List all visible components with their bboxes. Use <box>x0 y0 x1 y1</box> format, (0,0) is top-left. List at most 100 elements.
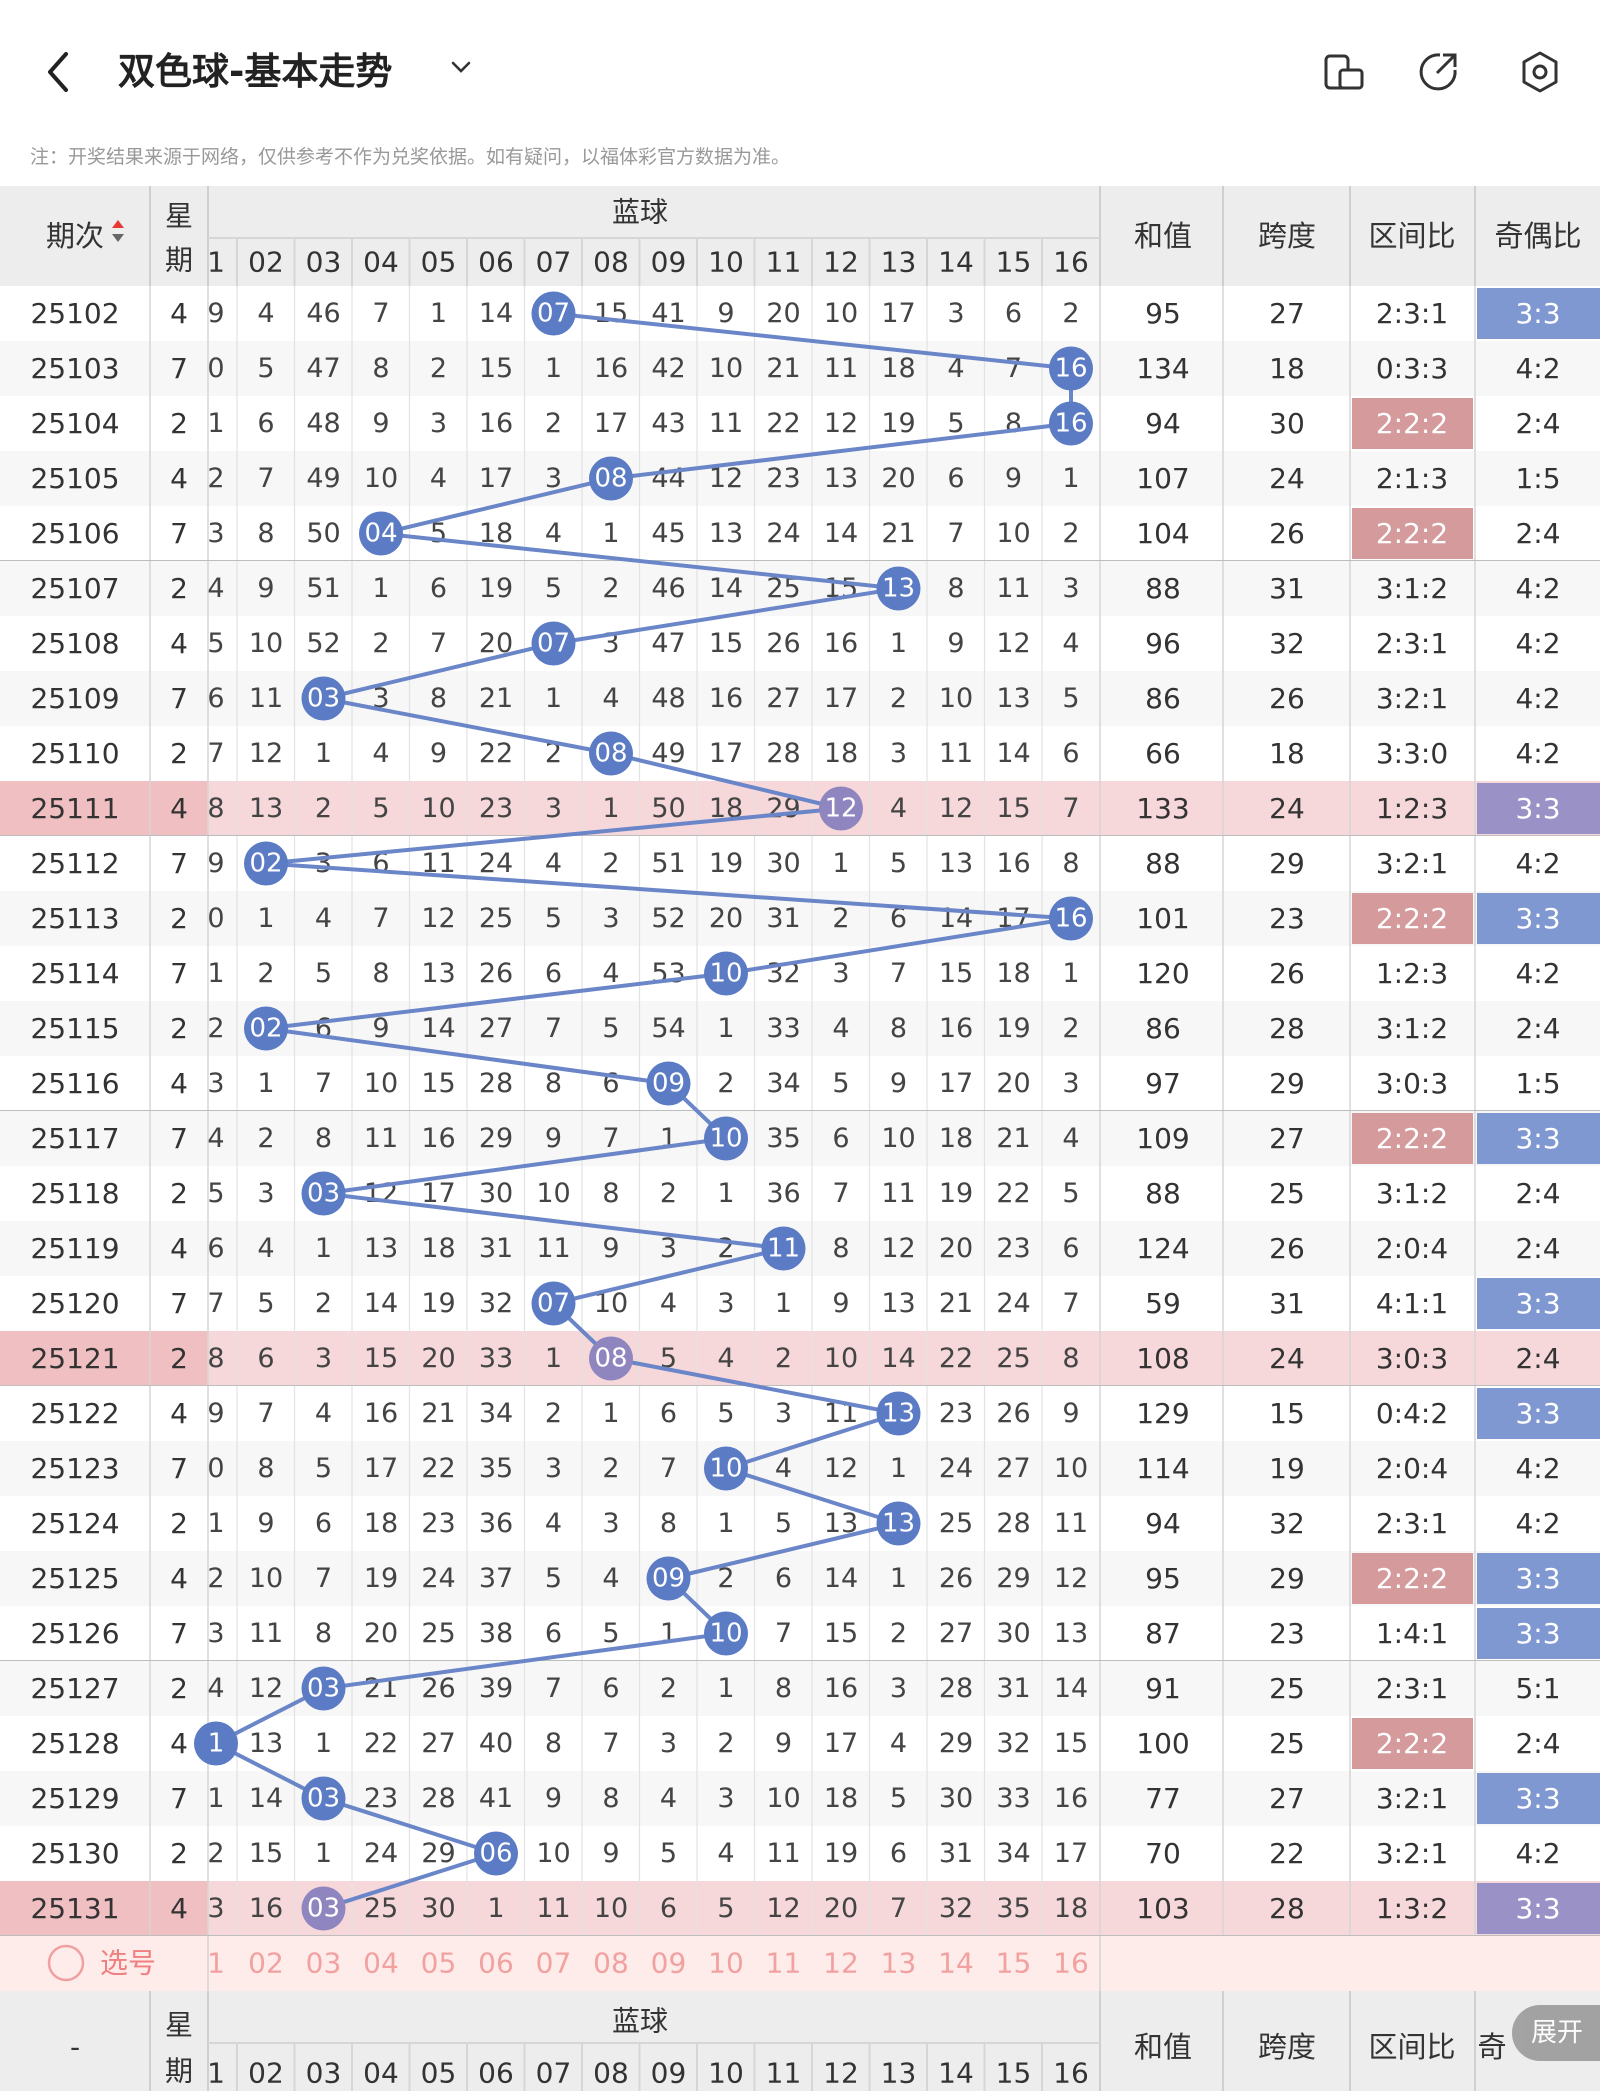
table-row[interactable]: 25130 2 2 15 1 24 29 10 9 5 4 11 19 6 31 34 17 70 22 3:2:1 4… <box>0 1826 1600 1881</box>
blue-miss-cell: 13 <box>249 1728 283 1759</box>
blue-miss-cell: 2 <box>1062 298 1079 329</box>
select-ball-07[interactable]: 07 <box>536 1947 572 1980</box>
table-row[interactable]: 25115 2 2 6 9 14 27 7 5 54 1 33 4 8 16 19 2 86 28 3:1:2 2:4 <box>0 1001 1600 1056</box>
table-row[interactable]: 25125 4 2 10 7 19 24 37 5 4 2 6 14 1 26 29 12 95 29 2:2:2 3:… <box>0 1551 1600 1606</box>
blue-miss-cell: 19 <box>824 1838 858 1869</box>
select-ball-14[interactable]: 14 <box>938 1947 974 1980</box>
share-icon[interactable] <box>1416 50 1460 94</box>
sum-cell: 109 <box>1136 1122 1189 1155</box>
blue-ball: 08 <box>589 731 633 776</box>
blue-miss-cell: 9 <box>717 298 734 329</box>
table-row[interactable]: 25117 7 4 2 8 11 16 29 9 7 1 35 6 10 18 21 4 109 27 2:2:2 3:… <box>0 1111 1600 1166</box>
table-row[interactable]: 25112 7 9 3 6 11 24 4 2 51 19 30 1 5 13 16 8 88 29 3:2:1 4:2 <box>0 836 1600 891</box>
sum-cell: 86 <box>1145 682 1181 715</box>
blue-miss-cell: 12 <box>1054 1563 1088 1594</box>
sort-up-icon[interactable] <box>112 220 124 228</box>
table-row[interactable]: 25129 7 1 14 23 28 41 9 8 4 3 10 18 5 30 33 16 77 27 3:2:1 3… <box>0 1771 1600 1826</box>
select-ball-12[interactable]: 12 <box>823 1947 859 1980</box>
blue-header-15: 15 <box>996 246 1032 279</box>
zone-ratio-cell: 2:3:1 <box>1376 297 1448 330</box>
table-row[interactable]: 25118 2 5 3 12 17 30 10 8 2 1 36 7 11 19 22 5 88 25 3:1:2 2:… <box>0 1166 1600 1221</box>
col-header-parity[interactable]: 奇偶比 <box>1494 219 1581 253</box>
table-row[interactable]: 25114 7 1 2 5 8 13 26 6 4 53 32 3 7 15 18 1 120 26 1:2:3 4:2 <box>0 946 1600 1001</box>
back-icon[interactable] <box>40 46 80 98</box>
issue-cell: 25106 <box>30 517 119 550</box>
blue-miss-cell: 30 <box>996 1618 1030 1649</box>
sum-cell: 86 <box>1145 1012 1181 1045</box>
table-row[interactable]: 25111 4 8 13 2 5 10 23 3 1 50 18 29 4 12 15 7 133 24 1:2:3 3… <box>0 781 1600 837</box>
span-cell: 19 <box>1269 1452 1305 1485</box>
col-header-span[interactable]: 跨度 <box>1258 219 1316 253</box>
blue-miss-cell: 14 <box>709 573 743 604</box>
select-number-label[interactable]: 选号 <box>100 1947 156 1980</box>
select-ball-06[interactable]: 06 <box>478 1947 514 1980</box>
table-row[interactable]: 25128 4 13 1 22 27 40 8 7 3 2 9 17 4 29 32 15 100 25 2:2:2 2… <box>0 1716 1600 1771</box>
table-row[interactable]: 25104 2 1 6 48 9 3 16 2 17 43 11 22 12 19 5 8 94 30 2:2:2 2:… <box>0 396 1600 451</box>
span-cell: 31 <box>1269 1287 1305 1320</box>
zone-ratio-cell: 0:3:3 <box>1376 352 1448 385</box>
blue-miss-cell: 5 <box>717 1893 734 1924</box>
table-row[interactable]: 25108 4 5 10 52 2 7 20 3 47 15 26 16 1 9 12 4 96 32 2:3:1 4:… <box>0 616 1600 671</box>
trend-table: 期次星期蓝球1 02 03 04 05 06 07 08 09 10 11 12 13 14 15 16和值跨… <box>0 186 1600 2091</box>
issue-cell: 25104 <box>30 407 119 440</box>
table-row[interactable]: 25110 2 7 12 1 4 9 22 2 49 17 28 18 3 11 14 6 66 18 3:3:0 4:… <box>0 726 1600 781</box>
table-row[interactable]: 25103 7 0 5 47 8 2 15 1 16 42 10 21 11 18 4 7 134 18 0:3:3 4… <box>0 341 1600 396</box>
table-row[interactable]: 25131 4 3 16 25 30 1 11 10 6 5 12 20 7 32 35 18 103 28 1:3:… <box>0 1881 1600 1937</box>
select-ball-13[interactable]: 13 <box>881 1947 917 1980</box>
select-ball-15[interactable]: 15 <box>996 1947 1032 1980</box>
chevron-down-icon[interactable] <box>450 56 472 78</box>
blue-miss-cell: 5 <box>660 1343 677 1374</box>
issue-cell: 25129 <box>30 1782 119 1815</box>
select-ball-11[interactable]: 11 <box>766 1947 802 1980</box>
table-row[interactable]: 25124 2 1 9 6 18 23 36 4 3 8 1 5 13 25 28 11 94 32 2:3:1 4:2 <box>0 1496 1600 1551</box>
blue-ball: 03 <box>301 676 346 721</box>
blue-miss-cell: 40 <box>479 1728 513 1759</box>
select-ball-03[interactable]: 03 <box>306 1947 342 1980</box>
table-row[interactable]: 25121 2 8 6 3 15 20 33 1 5 4 2 10 14 22 25 8 108 24 3:0:3 2:… <box>0 1331 1600 1387</box>
col-header-sum[interactable]: 和值 <box>1134 219 1192 253</box>
table-row[interactable]: 25123 7 0 8 5 17 22 35 3 2 7 4 12 1 24 27 10 114 19 2:0:4 4:… <box>0 1441 1600 1496</box>
select-radio-icon[interactable] <box>47 1944 85 1982</box>
select-ball-09[interactable]: 09 <box>651 1947 687 1980</box>
col-header-issue[interactable]: 期次 <box>46 219 104 253</box>
settings-icon[interactable] <box>1518 50 1562 94</box>
table-row[interactable]: 25106 7 3 8 50 5 18 4 1 45 13 24 14 21 7 10 2 104 26 2:2:2 2… <box>0 506 1600 562</box>
sort-down-icon[interactable] <box>112 234 124 242</box>
blue-miss-cell: 2 <box>430 353 447 384</box>
blue-miss-cell: 29 <box>996 1563 1030 1594</box>
blue-miss-cell: 2 <box>890 683 907 714</box>
blue-miss-cell: 7 <box>315 1068 332 1099</box>
table-row[interactable]: 25109 7 6 11 3 8 21 1 4 48 16 27 17 2 10 13 5 86 26 3:2:1 4:… <box>0 671 1600 726</box>
table-row[interactable]: 25105 4 2 7 49 10 4 17 3 44 12 23 13 20 6 9 1 107 24 2:1:3 1… <box>0 451 1600 506</box>
page-title[interactable]: 双色球-基本走势 <box>118 50 393 93</box>
table-row[interactable]: 25120 7 7 5 2 14 19 32 10 4 3 1 9 13 21 24 7 59 31 4:1:1 3:3 <box>0 1276 1600 1331</box>
blue-miss-cell: 16 <box>594 353 628 384</box>
sum-cell: 107 <box>1136 462 1189 495</box>
issue-cell: 25119 <box>30 1232 119 1265</box>
select-ball-10[interactable]: 10 <box>708 1947 744 1980</box>
select-ball-1[interactable]: 1 <box>207 1947 225 1980</box>
blue-miss-cell: 3 <box>890 738 907 769</box>
table-row[interactable]: 25107 2 4 9 51 1 6 19 5 2 46 14 25 15 8 11 3 88 31 3:1:2 4:2 <box>0 561 1600 616</box>
weekday-cell: 2 <box>170 1012 188 1045</box>
blue-miss-cell: 5 <box>660 1838 677 1869</box>
blue-miss-cell: 5 <box>1062 1178 1079 1209</box>
select-ball-05[interactable]: 05 <box>421 1947 457 1980</box>
table-row[interactable]: 25102 4 9 4 46 7 1 14 15 41 9 20 10 17 3 6 2 95 27 2:3:1 3:3 <box>0 286 1600 341</box>
weekday-cell: 7 <box>170 1287 188 1320</box>
blue-miss-cell: 1 <box>660 1123 677 1154</box>
blue-miss-cell: 19 <box>479 573 513 604</box>
table-row[interactable]: 25113 2 0 1 4 7 12 25 5 3 52 20 31 2 6 14 17 101 23 2:2:2 3:… <box>0 891 1600 946</box>
table-row[interactable]: 25116 4 3 1 7 10 15 28 8 6 2 34 5 9 17 20 3 97 29 3:0:3 1:5 <box>0 1056 1600 1112</box>
sum-cell: 59 <box>1145 1287 1181 1320</box>
layout-icon[interactable] <box>1322 50 1366 94</box>
blue-ball: 03 <box>301 1886 346 1931</box>
select-ball-02[interactable]: 02 <box>248 1947 284 1980</box>
col-header-zone[interactable]: 区间比 <box>1368 219 1455 253</box>
table-row[interactable]: 25126 7 3 11 8 20 25 38 6 5 1 7 15 2 27 30 13 87 23 1:4:1 3:… <box>0 1606 1600 1662</box>
table-row[interactable]: 25127 2 4 12 21 26 39 7 6 2 1 8 16 3 28 31 14 91 25 2:3:1 5:… <box>0 1661 1600 1716</box>
select-ball-08[interactable]: 08 <box>593 1947 629 1980</box>
select-ball-16[interactable]: 16 <box>1053 1947 1089 1980</box>
select-ball-04[interactable]: 04 <box>363 1947 399 1980</box>
expand-button[interactable]: 展开 <box>1512 2005 1600 2061</box>
